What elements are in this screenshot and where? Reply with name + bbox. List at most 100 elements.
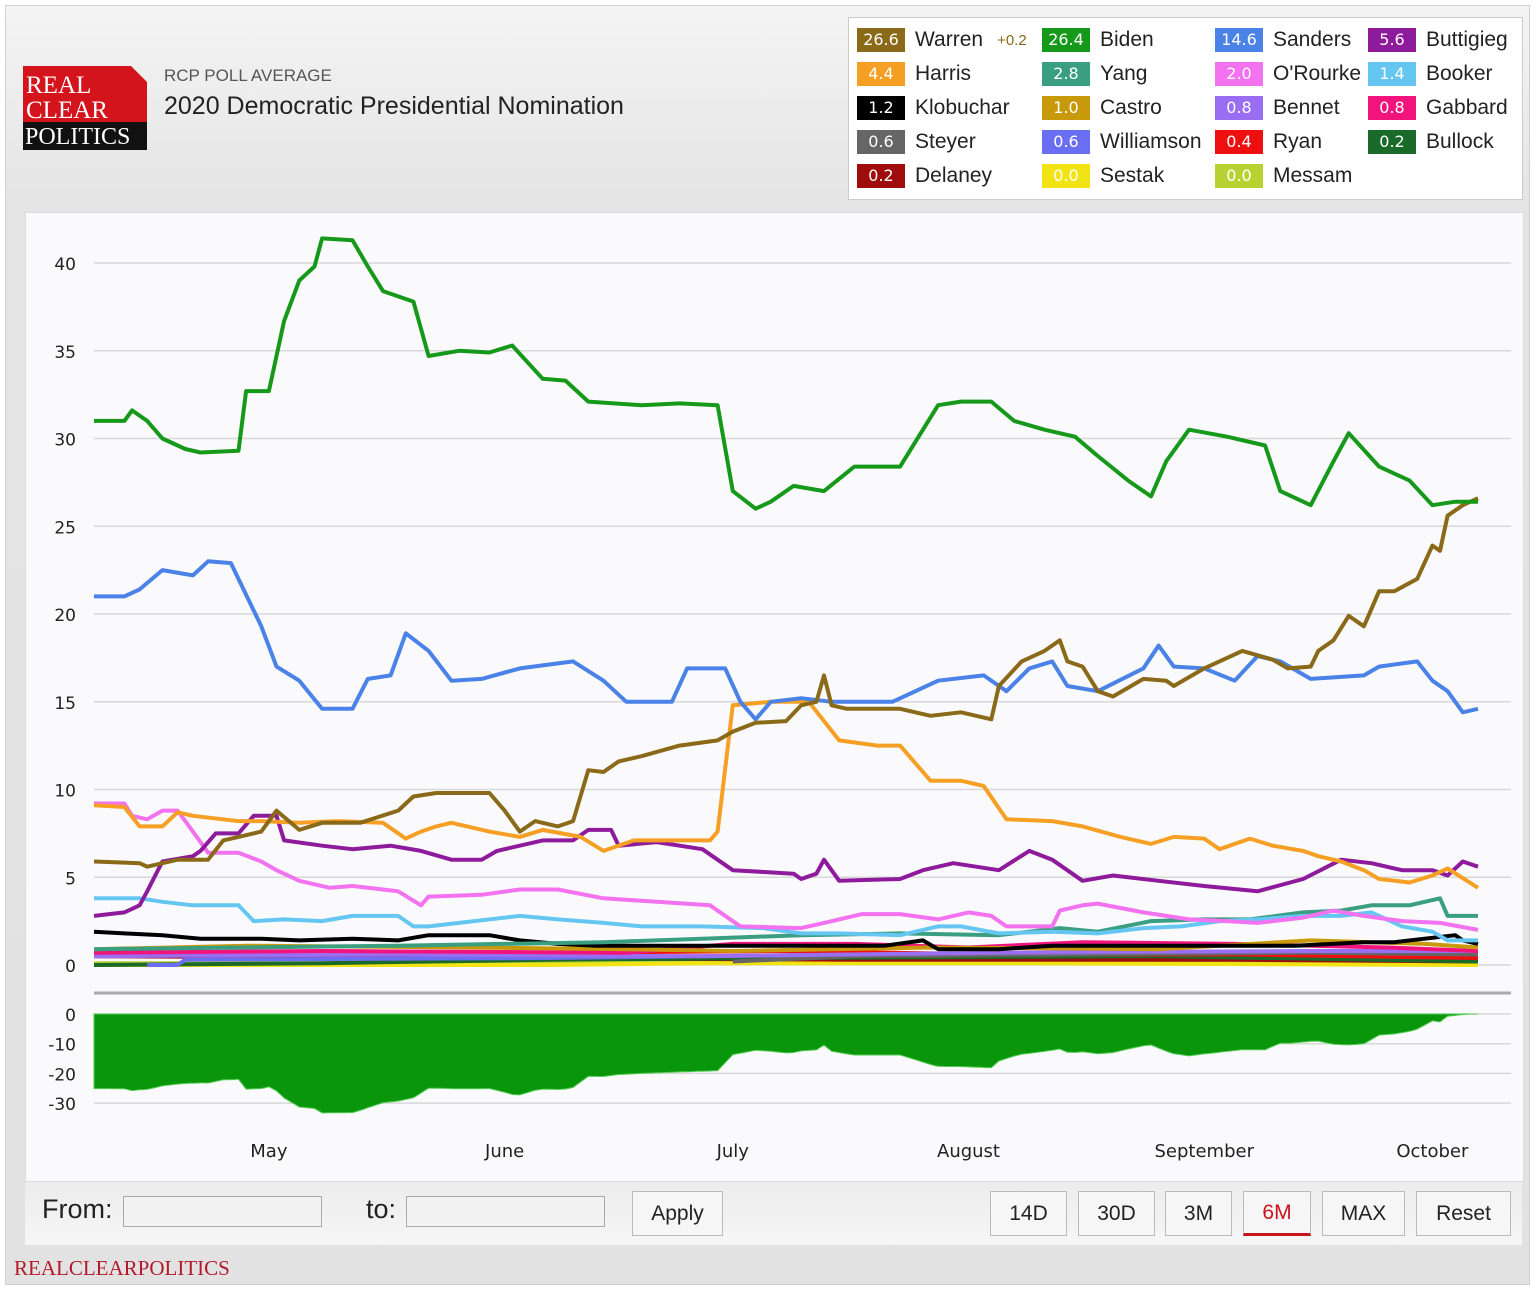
legend-change: +0.2	[997, 31, 1027, 49]
legend-value-badge: 0.2	[857, 164, 905, 188]
y-tick-label: 0	[65, 957, 76, 977]
from-date-input[interactable]	[123, 1196, 322, 1227]
legend-name: Buttigieg	[1426, 28, 1508, 51]
series-line-buttigieg[interactable]	[93, 813, 1479, 918]
to-date-input[interactable]	[406, 1196, 605, 1227]
chart-title: 2020 Democratic Presidential Nomination	[164, 92, 624, 120]
series-line-o-rourke[interactable]	[94, 801, 1479, 932]
legend-value-badge: 4.4	[857, 62, 905, 86]
legend-value-badge: 14.6	[1215, 28, 1263, 52]
svg-text:CLEAR: CLEAR	[26, 97, 108, 124]
legend-item-steyer[interactable]: 0.6 Steyer	[857, 129, 976, 155]
y-tick-label: 5	[65, 869, 76, 889]
x-month-label: July	[716, 1141, 750, 1162]
legend-name: Castro	[1100, 96, 1162, 119]
legend-item-delaney[interactable]: 0.2 Delaney	[857, 163, 992, 189]
legend-name: Gabbard	[1426, 96, 1508, 119]
legend-name: Sanders	[1273, 28, 1352, 51]
svg-text:POLITICS: POLITICS	[25, 124, 130, 150]
series-line-sanders[interactable]	[94, 559, 1479, 722]
y-tick-label: 30	[54, 431, 76, 451]
legend-item-bullock[interactable]: 0.2 Bullock	[1368, 129, 1494, 155]
series-line-steyer[interactable]	[732, 950, 1479, 964]
legend-name: Williamson	[1100, 130, 1202, 153]
legend-item-biden[interactable]: 26.4 Biden	[1042, 27, 1154, 53]
series-line-bennet[interactable]	[93, 949, 1478, 959]
chart-svg: 0 5 10 15 20 25 30 35 40 0 -10 -20 -30 May June July Aug…	[48, 236, 1511, 1162]
series-line-bullock[interactable]	[93, 954, 1479, 967]
y-tick-label: 20	[54, 606, 76, 626]
rcp-logo: REAL CLEAR POLITICS	[23, 66, 147, 150]
legend-name: Bennet	[1273, 96, 1340, 119]
legend-name: Yang	[1100, 62, 1148, 85]
series-line-sestak[interactable]	[94, 961, 1479, 967]
legend-value-badge: 2.8	[1042, 62, 1090, 86]
legend-item-klobuchar[interactable]: 1.2 Klobuchar	[857, 95, 1010, 121]
legend-item-warren[interactable]: 26.6 Warren +0.2	[857, 27, 1027, 53]
legend-name: Delaney	[915, 164, 993, 187]
legend-name: Warren	[915, 28, 984, 51]
chart-subtitle: RCP POLL AVERAGE	[164, 66, 332, 85]
range-button-reset[interactable]: Reset	[1416, 1191, 1511, 1236]
legend-value-badge: 26.4	[1042, 28, 1090, 52]
legend-item-o-rourke[interactable]: 2.0 O'Rourke	[1215, 61, 1361, 87]
legend-item-booker[interactable]: 1.4 Booker	[1368, 61, 1493, 87]
y-tick-label: 25	[54, 518, 76, 538]
apply-button[interactable]: Apply	[632, 1191, 723, 1236]
spread-area	[93, 1013, 1478, 1114]
range-button-6m[interactable]: 6M	[1243, 1191, 1311, 1236]
series-line-warren[interactable]	[93, 496, 1479, 869]
legend-item-buttigieg[interactable]: 5.6 Buttigieg	[1368, 27, 1508, 53]
spread-y-tick-label: 0	[65, 1006, 76, 1026]
legend-item-messam[interactable]: 0.0 Messam	[1215, 163, 1352, 189]
legend-name: Klobuchar	[915, 96, 1010, 119]
legend-value-badge: 0.6	[1042, 130, 1090, 154]
x-month-label: October	[1396, 1141, 1469, 1162]
x-month-label: May	[250, 1141, 288, 1162]
legend-value-badge: 0.4	[1215, 130, 1263, 154]
x-month-label: September	[1154, 1141, 1254, 1162]
legend-value-badge: 1.4	[1368, 62, 1416, 86]
legend-name: O'Rourke	[1273, 62, 1362, 85]
legend-name: Harris	[915, 62, 971, 85]
legend-value-badge: 26.6	[857, 28, 905, 52]
legend-item-bennet[interactable]: 0.8 Bennet	[1215, 95, 1340, 121]
x-month-label: August	[937, 1141, 1000, 1162]
legend-item-gabbard[interactable]: 0.8 Gabbard	[1368, 95, 1508, 121]
spread-y-tick-label: -10	[48, 1036, 76, 1056]
legend-item-sanders[interactable]: 14.6 Sanders	[1215, 27, 1351, 53]
series-line-harris[interactable]	[93, 699, 1480, 890]
x-month-label: June	[484, 1141, 524, 1162]
legend-item-williamson[interactable]: 0.6 Williamson	[1042, 129, 1202, 155]
range-button-30d[interactable]: 30D	[1078, 1191, 1155, 1236]
spread-y-tick-label: -20	[48, 1065, 76, 1085]
legend-item-castro[interactable]: 1.0 Castro	[1042, 95, 1162, 121]
range-button-max[interactable]: MAX	[1322, 1191, 1405, 1236]
legend-value-badge: 1.2	[857, 96, 905, 120]
legend-value-badge: 0.0	[1042, 164, 1090, 188]
range-button-3m[interactable]: 3M	[1165, 1191, 1232, 1236]
range-button-14d[interactable]: 14D	[990, 1191, 1067, 1236]
series-line-biden[interactable]	[94, 236, 1478, 511]
series-line-yang[interactable]	[93, 896, 1478, 952]
legend-item-harris[interactable]: 4.4 Harris	[857, 61, 971, 87]
footer-brand: REALCLEARPOLITICS	[14, 1256, 230, 1280]
to-label: to:	[366, 1194, 397, 1224]
legend-item-ryan[interactable]: 0.4 Ryan	[1215, 129, 1322, 155]
legend-name: Sestak	[1100, 164, 1165, 187]
legend-value-badge: 0.0	[1215, 164, 1263, 188]
series-line-klobuchar[interactable]	[93, 929, 1479, 952]
y-tick-label: 15	[54, 694, 76, 714]
spread-y-tick-label: -30	[48, 1095, 76, 1115]
legend-item-sestak[interactable]: 0.0 Sestak	[1042, 163, 1164, 189]
legend-name: Ryan	[1273, 130, 1323, 153]
legend-name: Steyer	[915, 130, 976, 153]
legend-name: Booker	[1426, 62, 1493, 85]
legend-name: Biden	[1100, 28, 1154, 51]
legend-value-badge: 0.6	[857, 130, 905, 154]
legend-item-yang[interactable]: 2.8 Yang	[1042, 61, 1148, 87]
legend: 26.6 Warren +0.2 26.4 Biden 14.6 Sanders 5.6 But…	[848, 17, 1523, 200]
y-tick-label: 10	[54, 782, 76, 802]
legend-name: Bullock	[1426, 130, 1494, 153]
legend-value-badge: 2.0	[1215, 62, 1263, 86]
